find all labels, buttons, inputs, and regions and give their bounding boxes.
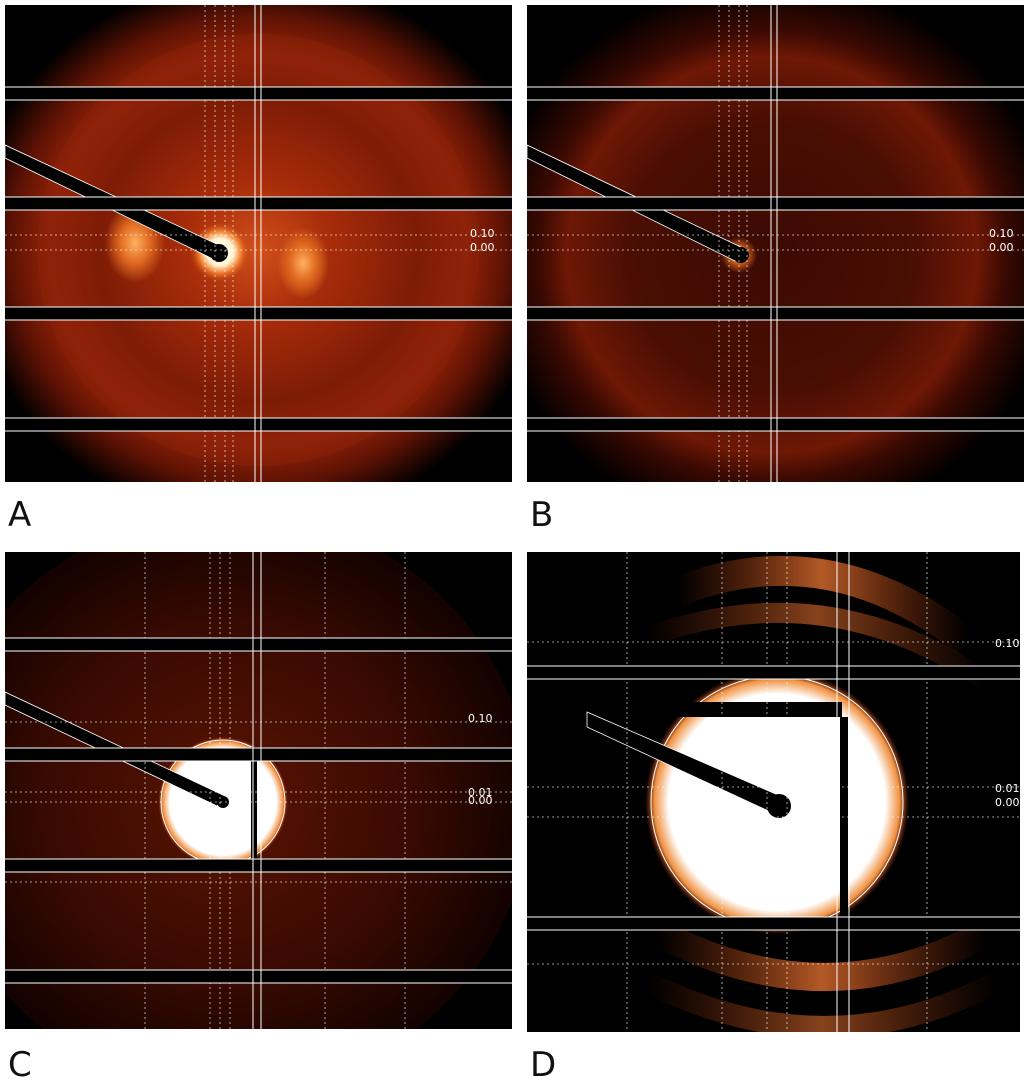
annotation: 0.01: [995, 782, 1020, 795]
detector-gap: [5, 748, 512, 761]
panel-image: 0.100.00: [0, 0, 548, 525]
detector-gap: [5, 418, 512, 431]
annotation: 0.00: [470, 241, 495, 254]
panel-label: A: [8, 495, 31, 535]
panel-image: 0.100.010.00: [0, 512, 530, 1084]
figure: 0.100.00 0.100.00 0.100.010.00 0.100.010…: [0, 0, 1024, 1084]
panel-label: D: [530, 1045, 556, 1084]
detector-gap: [5, 197, 512, 210]
detector-gap: [527, 87, 1024, 100]
detector-gap: [5, 638, 512, 651]
annotation: 0.10: [995, 637, 1020, 650]
panel-label: C: [8, 1045, 32, 1084]
annotation: 0.00: [989, 241, 1014, 254]
detector-gap: [527, 307, 1024, 320]
panel-image: 0.10 0.010.00: [527, 552, 1020, 1032]
panel-label: B: [530, 495, 553, 535]
annotation: 0.10: [989, 227, 1014, 240]
detector-gap: [5, 970, 512, 983]
annotation: 0.10: [470, 227, 495, 240]
detector-gap: [527, 917, 1020, 930]
detector-gap: [5, 859, 512, 872]
detector-gap: [5, 307, 512, 320]
annotation: 0.00: [995, 796, 1020, 809]
annotation: 0.00: [468, 794, 493, 807]
detector-gap: [527, 666, 1020, 679]
page: {"panels": [ {"label": "A", "annotations…: [0, 0, 1024, 1084]
detector-gap: [5, 87, 512, 100]
detector-gap: [527, 418, 1024, 431]
annotation: 0.10: [468, 712, 493, 725]
detector-gap: [527, 197, 1024, 210]
panel-image: 0.100.00: [487, 0, 1024, 530]
